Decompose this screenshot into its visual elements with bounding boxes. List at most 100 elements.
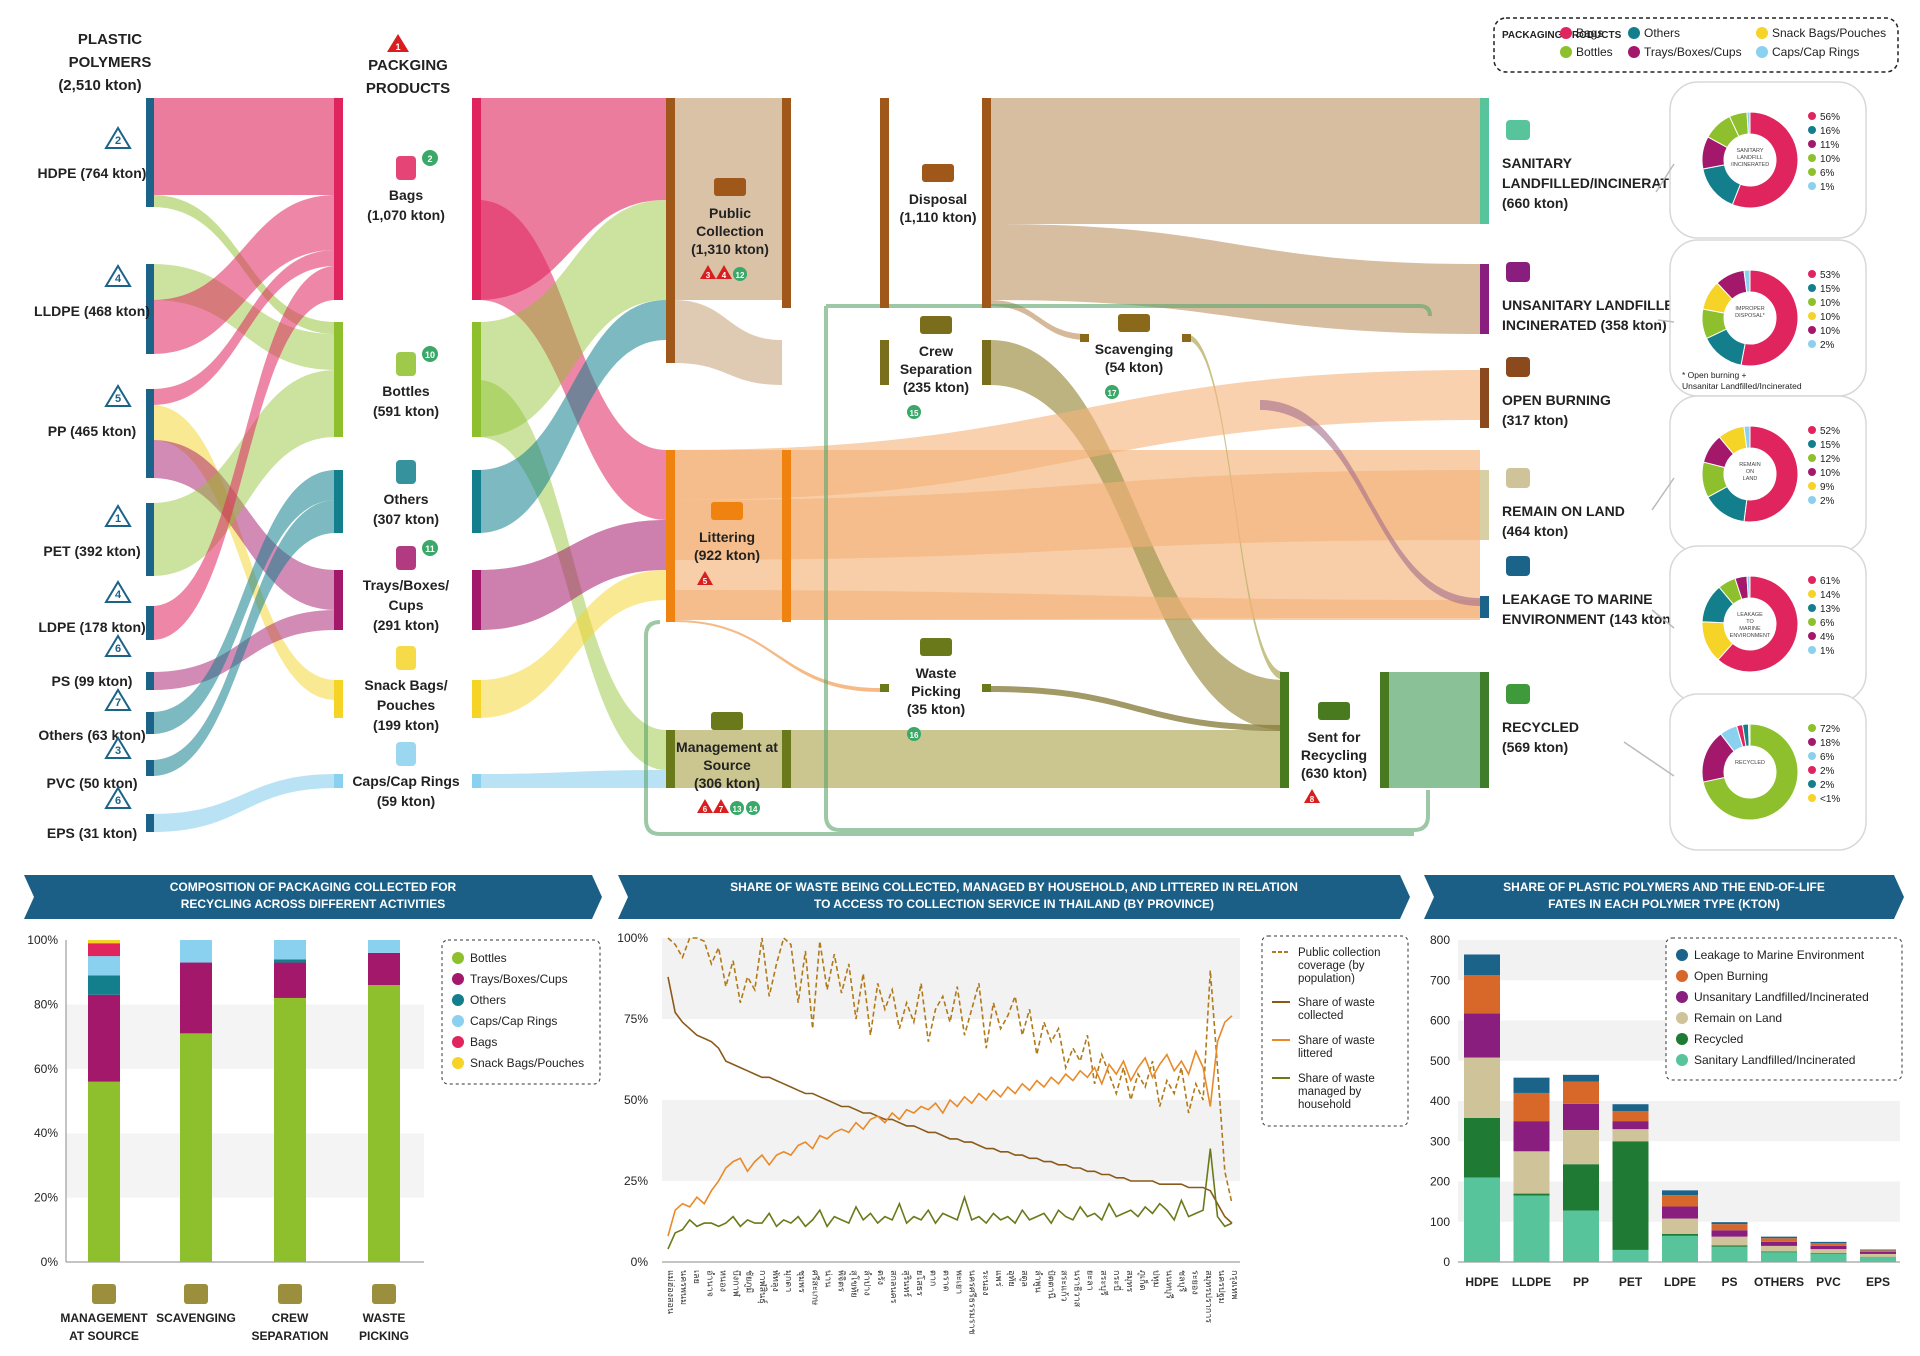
- legend-swatch: [1628, 46, 1640, 58]
- legend-label: coverage (by: [1298, 960, 1365, 972]
- product-icon: [396, 460, 416, 484]
- fate-value: (464 kton): [1502, 523, 1568, 539]
- y-tick-label: 25%: [624, 1174, 648, 1188]
- donut-center-label: SANITARY: [1737, 148, 1764, 154]
- x-tick-label: นครศรีธรรมราช: [968, 1270, 978, 1335]
- x-category-label: EPS: [1866, 1275, 1890, 1289]
- x-tick-label: พิจิตร: [837, 1270, 847, 1292]
- reference-number: 11: [425, 544, 435, 554]
- disposal-name: Disposal: [909, 191, 967, 207]
- x-tick-label: กระบี่: [1112, 1270, 1124, 1291]
- donut-slice: [1740, 269, 1799, 367]
- product-node: [472, 774, 481, 788]
- bar-segment: [1662, 1235, 1698, 1262]
- section-banner: [1424, 875, 1904, 919]
- grid-band: [1458, 1141, 1900, 1182]
- bar-segment: [1464, 1177, 1500, 1262]
- sankey-nodes: [146, 98, 1489, 832]
- legend-label: Bottles: [470, 951, 507, 965]
- product-name: Snack Bags/: [364, 677, 447, 693]
- source-node: [782, 730, 791, 788]
- y-tick-label: 600: [1430, 1014, 1450, 1028]
- scavenging-name: Scavenging: [1095, 341, 1174, 357]
- donut-pct: 6%: [1820, 168, 1835, 179]
- bar-segment: [1563, 1164, 1599, 1211]
- x-tick-label: พัทลุง: [770, 1270, 781, 1292]
- legend-swatch: [1676, 1054, 1688, 1066]
- y-tick-label: 100%: [27, 933, 58, 947]
- recycling-code-icon: 6: [104, 786, 132, 809]
- donut-pct: 11%: [1820, 140, 1839, 151]
- donut-pct: 2%: [1820, 496, 1835, 507]
- donut-legend-dot: [1808, 182, 1816, 190]
- grid-band: [66, 1004, 424, 1069]
- x-tick-label: ภูเก็ต: [1137, 1270, 1150, 1290]
- reference-badge: [422, 346, 438, 362]
- badge-number: 14: [749, 805, 758, 814]
- bar-segment: [1761, 1245, 1797, 1252]
- recycling-code-icon: 6: [104, 634, 132, 657]
- fate-value: (569 kton): [1502, 739, 1568, 755]
- grid-band: [662, 938, 1240, 1019]
- alert-icon: [697, 571, 713, 585]
- x-tick-label: หนอง: [718, 1270, 728, 1292]
- waste_picking-icon: [920, 638, 952, 656]
- polymer-product-flow: [152, 98, 336, 195]
- source-name: Source: [703, 757, 751, 773]
- y-tick-label: 100%: [617, 931, 648, 945]
- product-node: [334, 322, 343, 437]
- badge-number: 7: [719, 805, 724, 814]
- legend-label: Unsanitary Landfilled/Incinerated: [1694, 990, 1869, 1004]
- bar-segment: [1810, 1245, 1847, 1250]
- donut-legend-dot: [1808, 618, 1816, 626]
- x-tick-label: สกลนคร: [889, 1270, 899, 1304]
- x-category-label: PET: [1619, 1275, 1643, 1289]
- fate-name: REMAIN ON LAND: [1502, 503, 1625, 519]
- badge-number: 5: [703, 577, 708, 586]
- donut-pct: 4%: [1820, 632, 1835, 643]
- product-node: [334, 98, 343, 300]
- donut-legend-dot: [1808, 140, 1816, 148]
- x-tick-label: ชลบุรี: [1177, 1270, 1188, 1292]
- polymer-product-flow: [152, 500, 336, 776]
- fate-name: LEAKAGE TO MARINE: [1502, 591, 1653, 607]
- bar-segment: [1563, 1210, 1599, 1262]
- fate-node: [1480, 672, 1489, 788]
- donut-center-label: RECYCLED: [1735, 760, 1765, 766]
- donut-legend-dot: [1808, 340, 1816, 348]
- donut-pct: 9%: [1820, 482, 1835, 493]
- x-tick-label: ตรัง: [876, 1270, 886, 1285]
- x-tick-label: นครปฐม: [1216, 1270, 1227, 1304]
- x-category-label: LLDPE: [1512, 1275, 1551, 1289]
- legend-label: Snack Bags/Pouches: [1772, 26, 1886, 40]
- waste-picking-node: [880, 684, 889, 692]
- donut-center-label: ENVIRONMENT: [1730, 633, 1771, 639]
- public-icon: [714, 178, 746, 196]
- y-tick-label: 50%: [624, 1093, 648, 1107]
- bar-segment: [1612, 1129, 1649, 1142]
- disposal-value: (1,110 kton): [899, 209, 976, 225]
- recycling-triangle: [104, 126, 132, 149]
- composition-chart: COMPOSITION OF PACKAGING COLLECTED FOR RE…: [24, 875, 602, 1343]
- y-tick-label: 0%: [41, 1255, 59, 1269]
- reference-badge: [746, 801, 760, 815]
- badge-number: 15: [910, 409, 919, 418]
- recycling-code-icon: 4: [104, 264, 132, 287]
- product-stage-flow: [478, 770, 666, 788]
- bar-segment: [1761, 1251, 1797, 1253]
- recycling-code: 1: [115, 513, 121, 525]
- x-tick-label: สระแก้ว: [1059, 1270, 1069, 1301]
- recycling-code-icon: 1: [104, 504, 132, 527]
- series-line: [667, 936, 1233, 1204]
- donut-pct: 53%: [1820, 270, 1840, 281]
- recycling-triangle: [104, 736, 132, 759]
- donut-legend-dot: [1808, 326, 1816, 334]
- public-crew-flow: [674, 300, 782, 385]
- donut-legend-dot: [1808, 270, 1816, 278]
- recycling-code: 3: [115, 745, 121, 757]
- x-tick-label: ปทุม: [1150, 1270, 1161, 1288]
- legend-swatch: [1676, 970, 1688, 982]
- donut-chart: RECYCLED 72% 18% 6% 2% 2% <1%: [1623, 693, 1867, 851]
- legend-label: Trays/Boxes/Cups: [1644, 45, 1742, 59]
- bar-segment: [1711, 1246, 1748, 1262]
